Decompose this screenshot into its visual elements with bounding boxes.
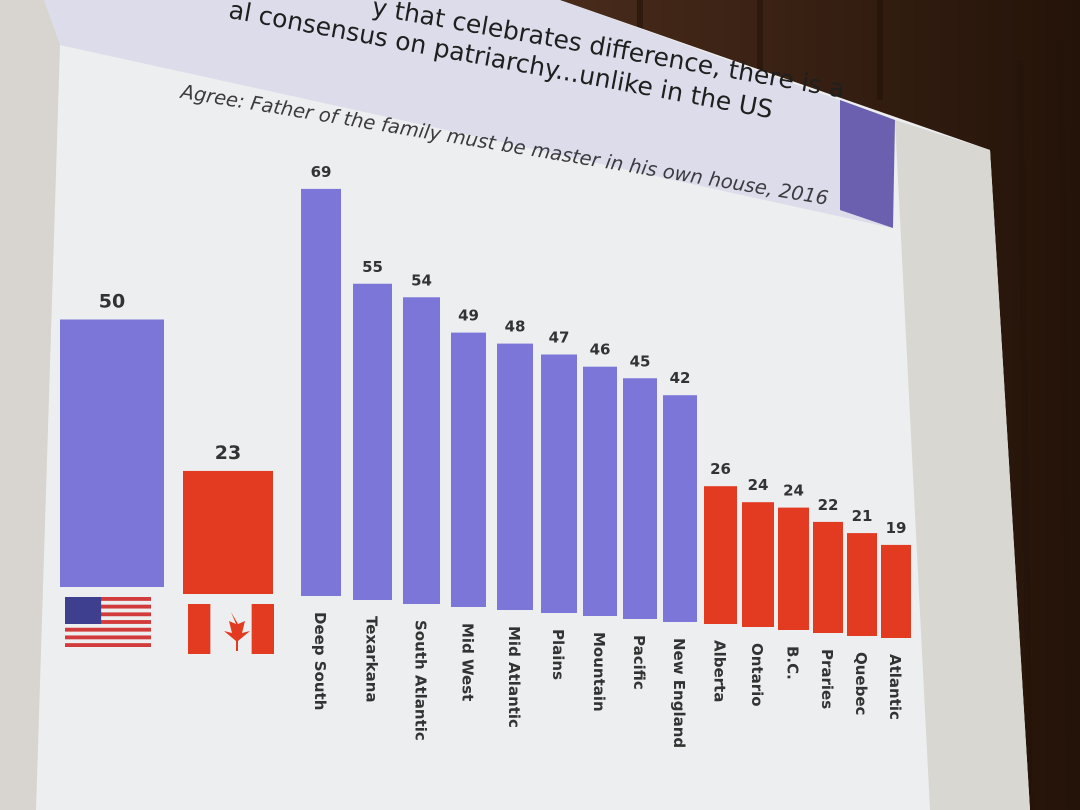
us-flag-stripe [65,597,151,601]
category-label-mid-atlantic: Mid Atlantic [505,626,523,728]
category-label-praries: Praries [818,649,836,709]
us-flag-stripe [65,620,151,624]
us-flag-stripe [65,612,151,617]
bar-canada-regions-3 [813,521,843,633]
category-label-deep-south: Deep South [311,612,329,710]
data-label-canada-regions-5: 19 [886,519,907,537]
bar-canada-regions-4 [847,533,877,636]
category-label-ontario: Ontario [748,643,766,707]
bar-us-regions-6 [583,366,617,616]
data-label-canada-regions-2: 24 [783,482,804,500]
category-label-plains: Plains [549,629,567,680]
bar-canada-regions-5 [881,544,911,638]
canada-flag-icon [188,604,274,654]
bar-canada-0 [183,470,273,594]
bar-us-regions-0 [301,188,341,596]
data-label-canada-0: 23 [215,442,241,464]
data-label-us-regions-5: 47 [549,329,570,347]
category-label-south-atlantic: South Atlantic [412,620,430,741]
bar-canada-regions-2 [778,507,809,630]
data-label-us-regions-0: 69 [311,163,332,181]
category-label-pacific: Pacific [630,635,648,690]
bar-us-0 [60,319,164,587]
data-label-canada-regions-3: 22 [818,496,839,514]
data-label-us-regions-8: 42 [670,369,691,387]
bar-us-regions-8 [663,395,697,622]
bar-canada-regions-0 [704,486,737,624]
us-flag-stripe [65,627,151,632]
category-label-atlantic: Atlantic [886,654,904,720]
category-label-quebec: Quebec [852,652,870,715]
data-label-us-regions-4: 48 [505,318,526,336]
maple-leaf-icon [224,612,250,651]
data-label-us-regions-3: 49 [458,307,479,325]
canada-flag-bar-left [188,604,211,654]
data-label-canada-regions-1: 24 [748,476,769,494]
bar-us-regions-1 [353,283,392,600]
data-label-us-regions-6: 46 [590,341,611,359]
bar-us-regions-7 [623,378,657,619]
title-band [44,0,895,228]
bar-us-regions-4 [497,343,533,610]
us-flag-stripe [65,604,151,609]
bar-us-regions-5 [541,354,577,613]
data-label-canada-regions-4: 21 [852,507,873,525]
header-accent [840,100,895,228]
category-label-new-england: New England [670,638,688,748]
category-label-alberta: Alberta [711,640,729,702]
bar-us-regions-3 [451,332,486,607]
category-label-b-c-: B.C. [784,646,802,680]
canada-flag-bar-right [251,604,274,654]
us-flag-icon [65,597,151,647]
data-label-us-regions-1: 55 [362,258,383,276]
category-label-mid-west: Mid West [459,623,477,701]
us-flag-stripe [65,635,151,640]
category-label-texarkana: Texarkana [363,616,381,703]
bar-us-regions-2 [403,297,440,604]
data-label-us-0: 50 [99,291,125,313]
us-flag-stripe [65,643,151,647]
slide-frame [0,0,60,810]
data-label-us-regions-2: 54 [411,271,432,289]
us-flag-canton [65,597,102,624]
category-label-mountain: Mountain [590,632,608,712]
slide-right-edge [895,120,1030,810]
bar-canada-regions-1 [742,502,774,627]
data-label-us-regions-7: 45 [630,352,651,370]
data-label-canada-regions-0: 26 [710,460,731,478]
